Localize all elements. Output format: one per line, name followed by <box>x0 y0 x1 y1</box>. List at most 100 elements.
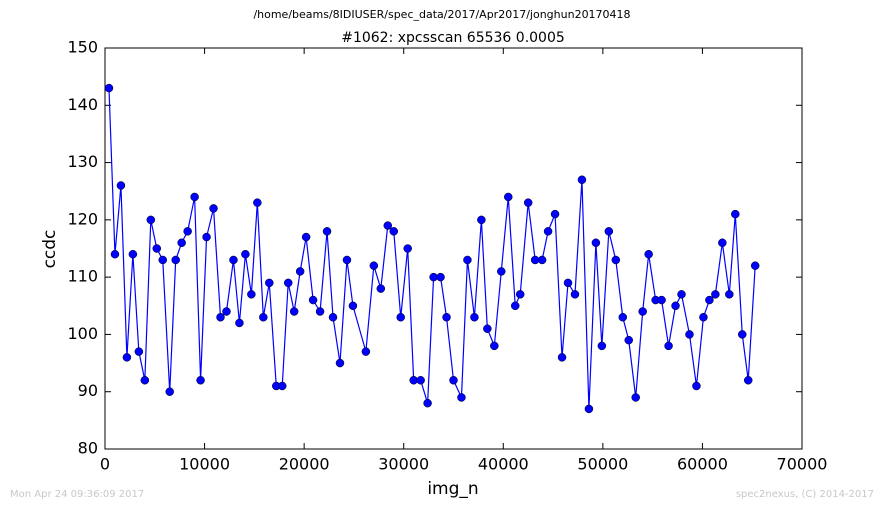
point <box>222 307 231 316</box>
point <box>253 198 262 207</box>
point <box>416 376 425 385</box>
point <box>190 192 199 202</box>
point <box>122 353 132 362</box>
point <box>677 290 686 299</box>
point <box>241 249 250 259</box>
point <box>731 209 740 219</box>
point <box>743 376 753 385</box>
point <box>216 312 225 322</box>
point <box>692 381 701 391</box>
point <box>247 290 256 299</box>
y-tick-label: 110 <box>67 267 98 286</box>
point <box>158 255 168 265</box>
footer-left: Mon Apr 24 09:36:09 2017 <box>10 489 144 500</box>
point <box>515 290 525 299</box>
point <box>638 307 647 316</box>
chart-title: #1062: xpcsscan 65536 0.0005 <box>341 30 565 46</box>
point <box>577 175 587 185</box>
point <box>308 295 318 305</box>
point <box>283 278 293 288</box>
y-tick-label: 140 <box>67 95 98 114</box>
point <box>457 393 466 402</box>
x-tick-label: 10000 <box>179 455 230 474</box>
point <box>423 398 432 408</box>
point <box>295 267 305 276</box>
point <box>289 307 299 316</box>
point <box>361 347 371 356</box>
x-tick-label: 30000 <box>378 455 429 474</box>
point <box>128 249 138 259</box>
point <box>335 358 345 368</box>
point <box>328 312 338 322</box>
point <box>152 244 162 253</box>
point <box>146 215 156 225</box>
point <box>265 278 274 288</box>
x-tick-label: 60000 <box>677 455 728 474</box>
point <box>718 238 727 248</box>
point <box>597 341 607 351</box>
x-tick-label: 20000 <box>279 455 330 474</box>
point <box>604 227 614 236</box>
point <box>235 318 244 328</box>
point <box>705 295 714 305</box>
point <box>618 312 628 322</box>
point <box>563 278 573 288</box>
point <box>671 301 680 311</box>
point <box>277 381 287 391</box>
point <box>196 376 205 385</box>
point <box>631 393 640 402</box>
x-tick-label: 70000 <box>777 455 828 474</box>
point <box>116 181 126 190</box>
footer-right: spec2nexus, (C) 2014-2017 <box>736 489 874 500</box>
point <box>209 204 218 213</box>
x-tick-label: 0 <box>100 455 110 474</box>
point <box>591 238 601 248</box>
point <box>322 227 332 236</box>
point <box>685 330 694 339</box>
y-tick-label: 130 <box>67 152 98 171</box>
point <box>483 324 492 333</box>
point <box>177 238 186 248</box>
y-tick-label: 150 <box>67 38 98 57</box>
y-axis-label: ccdc <box>40 230 60 269</box>
point <box>750 261 760 270</box>
point <box>699 312 708 322</box>
x-tick-label: 40000 <box>478 455 529 474</box>
y-tick-label: 90 <box>78 381 98 400</box>
point <box>537 255 547 265</box>
point <box>738 330 747 339</box>
point <box>342 255 352 265</box>
point <box>470 312 479 322</box>
point <box>570 290 580 299</box>
point <box>504 192 513 202</box>
point <box>624 335 633 345</box>
point <box>550 209 560 219</box>
suptitle: /home/beams/8IDIUSER/spec_data/2017/Apr2… <box>253 8 630 21</box>
y-tick-label: 100 <box>67 324 98 343</box>
point <box>449 376 458 385</box>
point <box>463 255 472 265</box>
point <box>711 290 720 299</box>
point <box>171 255 180 265</box>
plot-frame <box>104 47 803 450</box>
point <box>442 312 451 322</box>
point <box>725 290 734 299</box>
x-axis-label: img_n <box>427 479 478 499</box>
point <box>396 312 405 322</box>
point <box>557 353 567 362</box>
point <box>477 215 486 225</box>
point <box>315 307 325 316</box>
point <box>611 255 621 265</box>
point <box>348 301 358 311</box>
point <box>383 221 393 230</box>
y-tick-label: 80 <box>78 439 98 458</box>
point <box>134 347 144 356</box>
point <box>389 227 399 236</box>
point <box>510 301 520 311</box>
point <box>523 198 533 207</box>
point <box>490 341 499 351</box>
point <box>376 284 386 293</box>
point <box>369 261 379 270</box>
